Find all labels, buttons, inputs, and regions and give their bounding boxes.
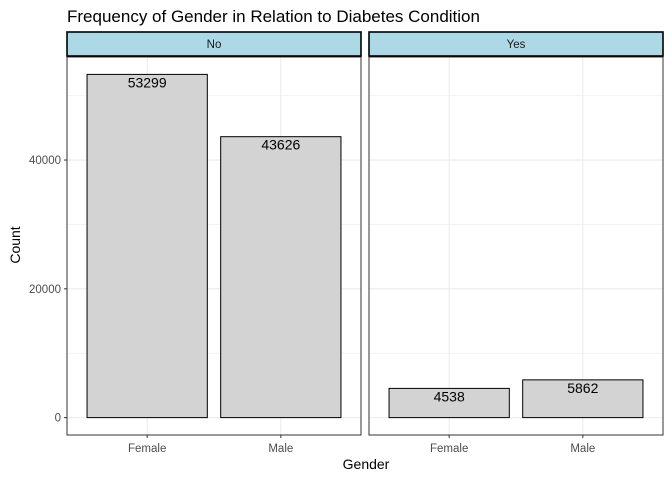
y-tick-label: 40000 bbox=[29, 155, 61, 167]
bar-no-male bbox=[220, 136, 342, 419]
facet-strip bbox=[66, 31, 362, 57]
facet-panel-no: 53299 43626 No Female Male bbox=[66, 31, 362, 455]
facet-panels: 53299 43626 No Female Male 4538 5862 Yes Female M… bbox=[66, 31, 664, 455]
x-tick-label: Male bbox=[268, 443, 293, 455]
data-label: 53299 bbox=[128, 74, 167, 90]
facet-strip-label: Yes bbox=[507, 39, 526, 51]
facet-strip bbox=[368, 31, 664, 57]
panel-background bbox=[369, 57, 663, 435]
data-label: 4538 bbox=[434, 388, 465, 404]
x-tick-label: Male bbox=[570, 443, 595, 455]
bar-no-female bbox=[86, 73, 208, 419]
facet-strip-label: No bbox=[207, 39, 222, 51]
x-tick-label: Female bbox=[128, 443, 166, 455]
data-label: 43626 bbox=[261, 137, 300, 153]
bar-yes-female bbox=[388, 387, 510, 419]
x-tick-label: Female bbox=[430, 443, 468, 455]
data-label: 5862 bbox=[567, 380, 598, 396]
x-axis-title: Gender bbox=[343, 456, 390, 472]
y-axis: 0 20000 40000 bbox=[29, 155, 67, 425]
chart-title: Frequency of Gender in Relation to Diabe… bbox=[67, 7, 480, 26]
y-tick-label: 0 bbox=[55, 413, 61, 425]
y-tick-label: 20000 bbox=[29, 284, 61, 296]
facet-panel-yes: 4538 5862 Yes Female Male bbox=[368, 31, 664, 455]
y-axis-title: Count bbox=[7, 226, 23, 263]
panel-border bbox=[66, 56, 362, 436]
panel-border bbox=[368, 56, 664, 436]
bar-yes-male bbox=[522, 379, 644, 419]
